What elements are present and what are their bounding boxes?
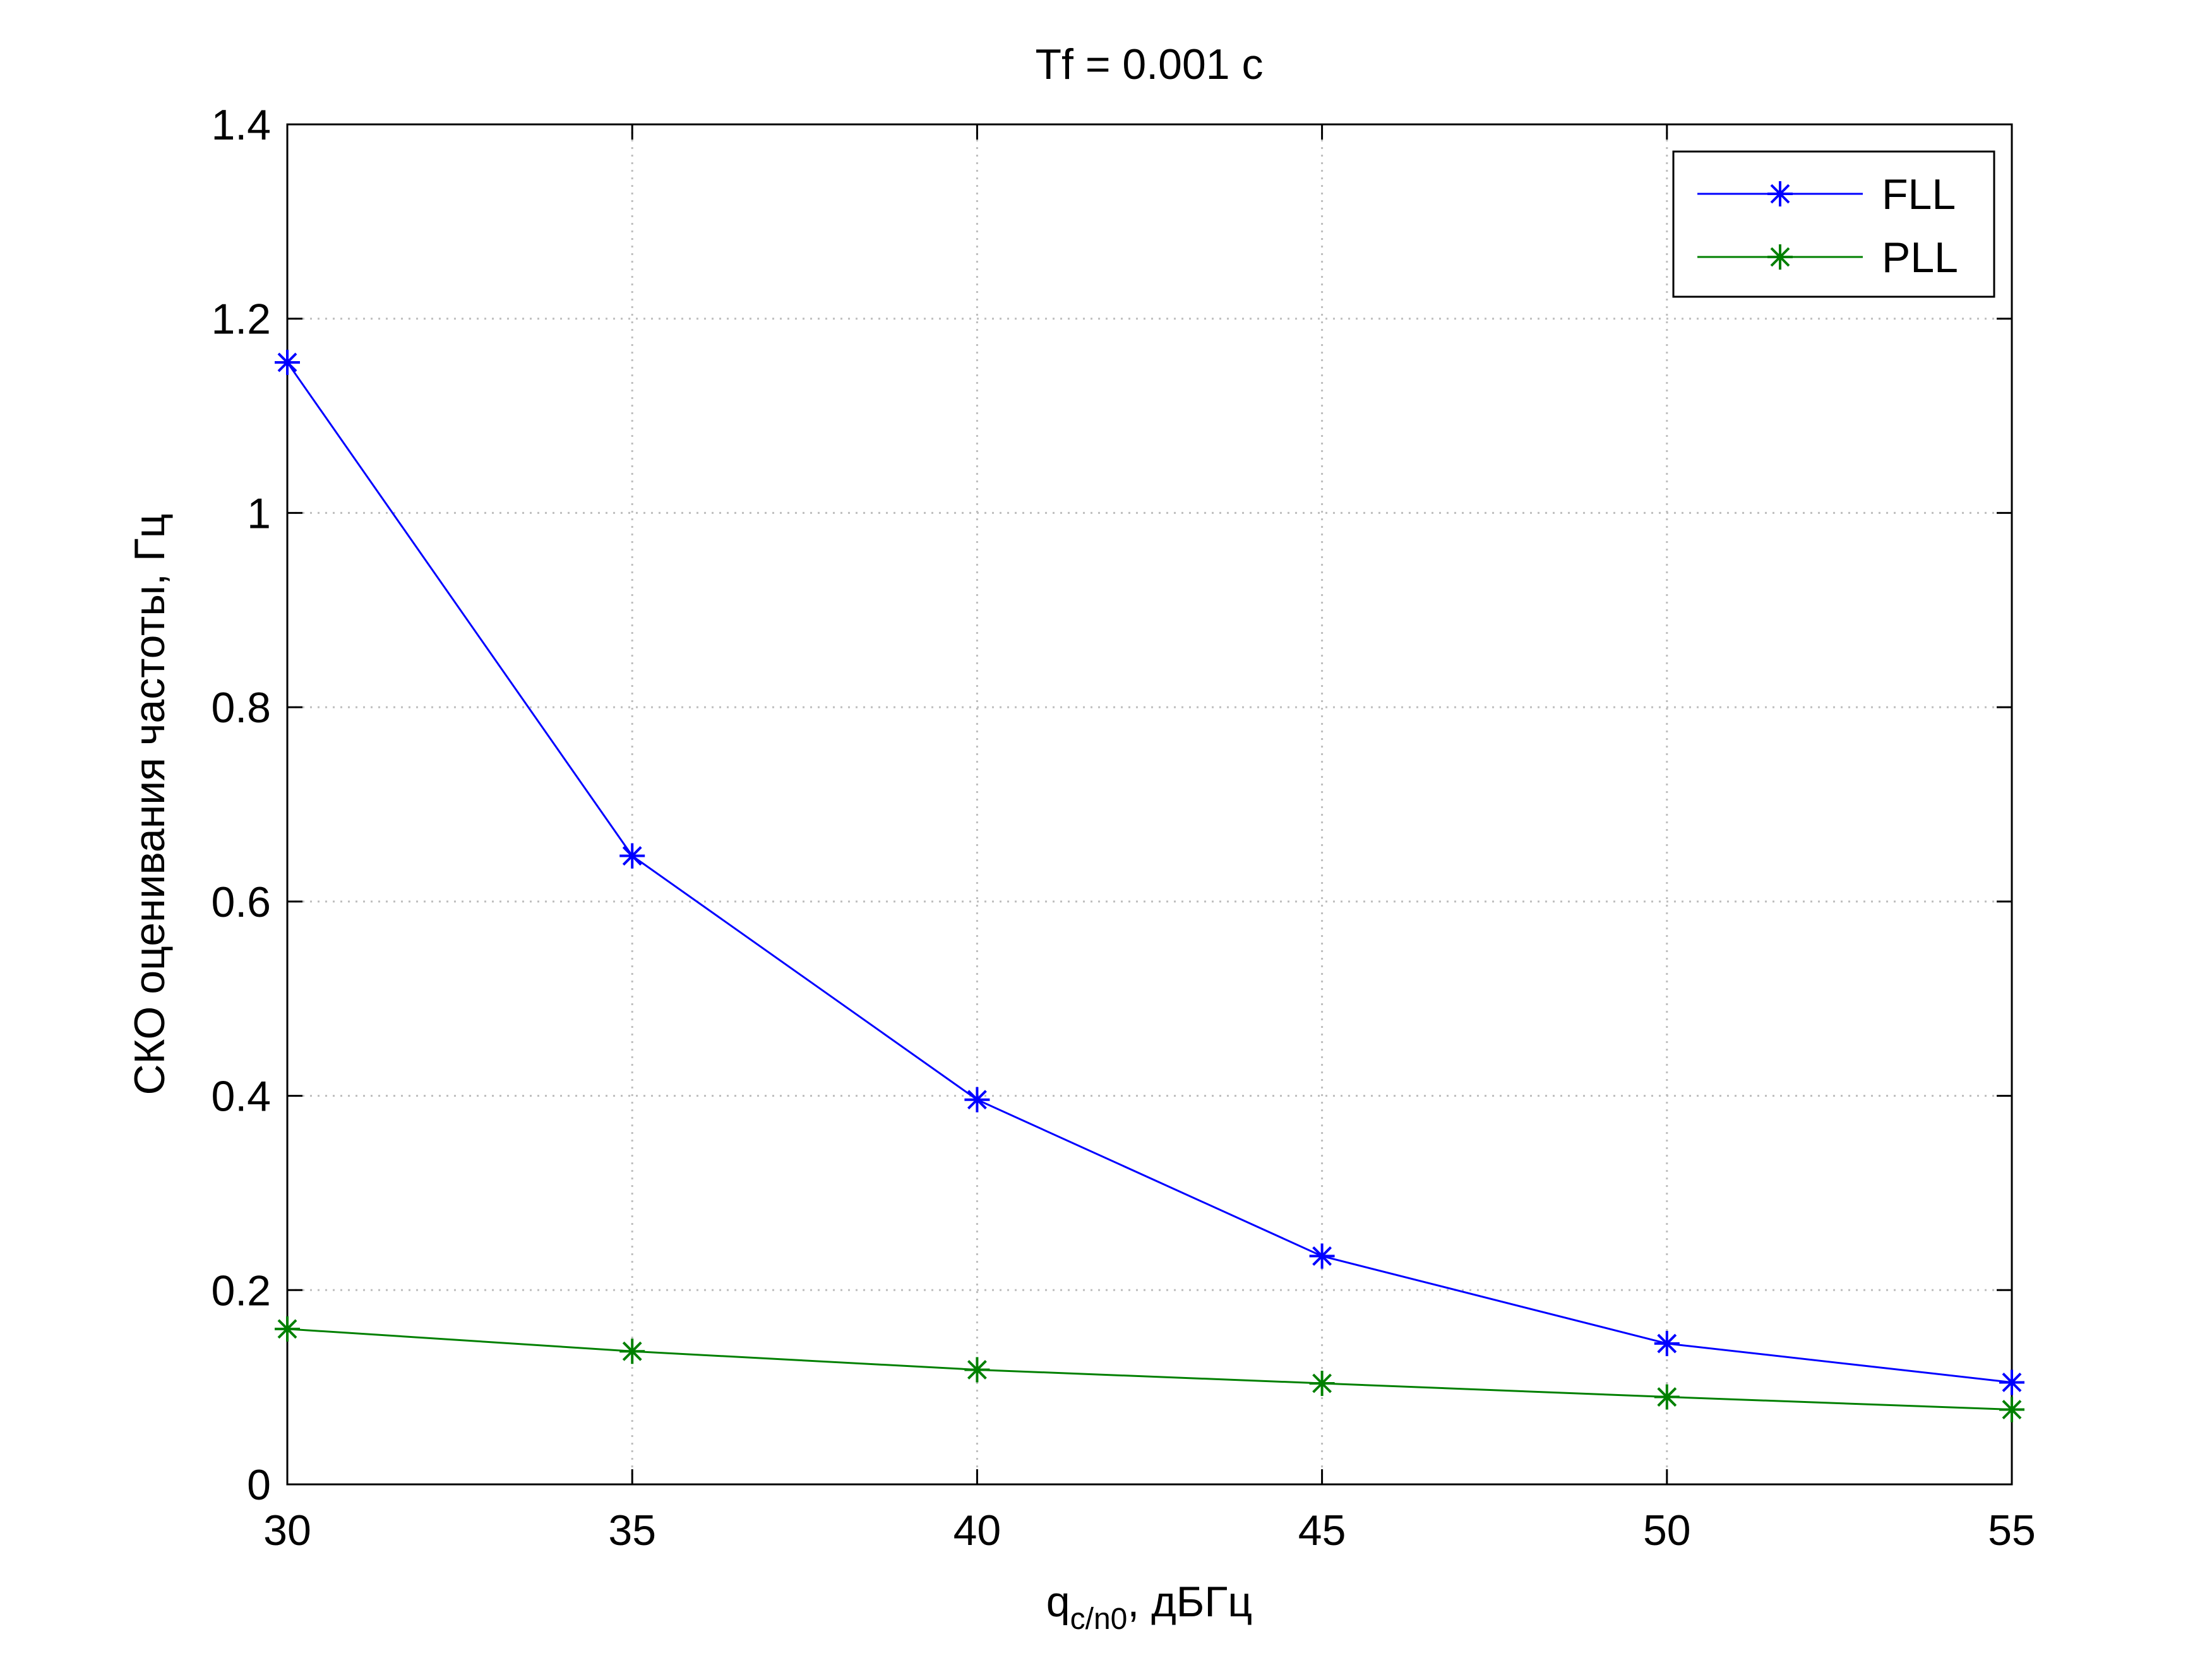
- y-tick-label: 0.2: [211, 1267, 271, 1315]
- marker-stroke: [1657, 1333, 1677, 1354]
- marker-stroke: [622, 1341, 642, 1361]
- series-line-fll: [286, 362, 2012, 1383]
- data-point-fll: [964, 1087, 990, 1112]
- marker-stroke: [277, 352, 297, 373]
- legend-label-fll: FLL: [1882, 170, 1956, 218]
- y-axis-label: СКО оценивания частоты, Гц: [126, 513, 174, 1095]
- marker-stroke: [1770, 247, 1790, 267]
- x-tick-label: 50: [1643, 1506, 1691, 1554]
- y-tick-label: 1.2: [211, 295, 271, 343]
- marker-stroke: [1770, 184, 1790, 204]
- marker-stroke: [1312, 1373, 1332, 1393]
- data-point-pll: [964, 1357, 990, 1383]
- data-point-pll: [1999, 1397, 2024, 1422]
- x-tick-label: 35: [608, 1506, 656, 1554]
- legend-box: [1672, 150, 1995, 298]
- chart-title: Tf = 0.001 c: [1036, 40, 1264, 88]
- data-point-fll: [1654, 1330, 1680, 1356]
- legend-label-pll: PLL: [1882, 234, 1958, 282]
- x-tick-label: 45: [1298, 1506, 1346, 1554]
- x-tick-label: 30: [263, 1506, 311, 1554]
- marker-stroke: [2002, 1400, 2022, 1419]
- y-tick-label: 1.4: [211, 101, 271, 149]
- y-tick-label: 0.6: [211, 878, 271, 926]
- data-point-fll: [275, 349, 300, 375]
- marker-stroke: [967, 1360, 987, 1380]
- marker-stroke: [1312, 1246, 1332, 1266]
- marker-stroke: [967, 1090, 987, 1110]
- data-point-pll: [275, 1316, 300, 1342]
- data-point-pll: [1309, 1370, 1335, 1396]
- data-point-fll: [619, 843, 645, 869]
- marker-stroke: [277, 1319, 297, 1339]
- y-tick-label: 0.8: [211, 684, 271, 732]
- marker-stroke: [1657, 1387, 1677, 1407]
- data-point-fll: [1309, 1243, 1335, 1269]
- x-axis-label-main: q: [1046, 1578, 1070, 1626]
- y-tick-label: 0: [247, 1461, 271, 1509]
- series-line-pll: [287, 1328, 2012, 1411]
- marker-stroke: [2002, 1373, 2022, 1392]
- x-tick-label: 55: [1988, 1506, 2036, 1554]
- axes-frame: [286, 123, 2013, 1486]
- x-axis-label-subscript: c/n0: [1070, 1602, 1128, 1636]
- x-tick-label: 40: [954, 1506, 1001, 1554]
- data-point-pll: [1654, 1384, 1680, 1410]
- legend-marker-fll: [1767, 181, 1793, 206]
- data-point-pll: [619, 1339, 645, 1364]
- marker-stroke: [622, 846, 642, 866]
- x-axis-label: qc/n0, дБГц: [1046, 1578, 1252, 1636]
- legend: FLL PLL: [1672, 150, 1995, 298]
- axes: 30 35 40 45 50 55 0 0.2 0.4 0.6 0.8 1 1.2 1.4: [211, 101, 2035, 1554]
- y-tick-label: 1: [247, 489, 271, 537]
- y-tick-label: 0.4: [211, 1073, 271, 1121]
- legend-marker-pll: [1767, 244, 1793, 270]
- plot-area: [287, 124, 2012, 1484]
- data-point-fll: [1999, 1369, 2024, 1395]
- series-layer: [275, 349, 2024, 1422]
- x-axis-label-suffix: , дБГц: [1127, 1578, 1252, 1626]
